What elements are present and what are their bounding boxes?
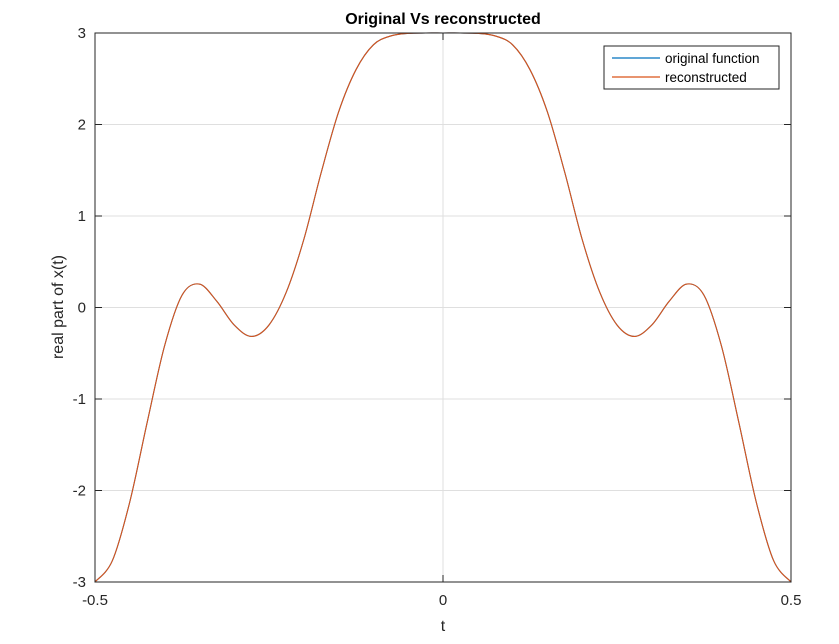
y-tick-label: 0 — [78, 300, 86, 317]
y-tick-label: -1 — [73, 391, 86, 408]
y-tick-label: 3 — [78, 25, 86, 42]
x-tick-label: -0.5 — [82, 592, 108, 609]
x-axis-label: t — [441, 618, 446, 635]
legend-box — [603, 45, 780, 90]
chart-title: Original Vs reconstructed — [345, 11, 541, 28]
ticks: -0.5 0 0.5 -3 -2 -1 0 1 2 3 — [73, 25, 802, 609]
x-tick-label: 0 — [439, 592, 447, 609]
legend[interactable]: original function reconstructed — [603, 45, 780, 90]
x-tick-label: 0.5 — [781, 592, 802, 609]
legend-label-reconstructed: reconstructed — [665, 70, 747, 85]
legend-label-original-function: original function — [665, 51, 760, 66]
y-tick-label: 2 — [78, 117, 86, 134]
y-tick-label: -2 — [73, 483, 86, 500]
y-tick-label: -3 — [73, 574, 86, 591]
y-axis-label: real part of x(t) — [50, 255, 67, 359]
y-tick-label: 1 — [78, 208, 86, 225]
